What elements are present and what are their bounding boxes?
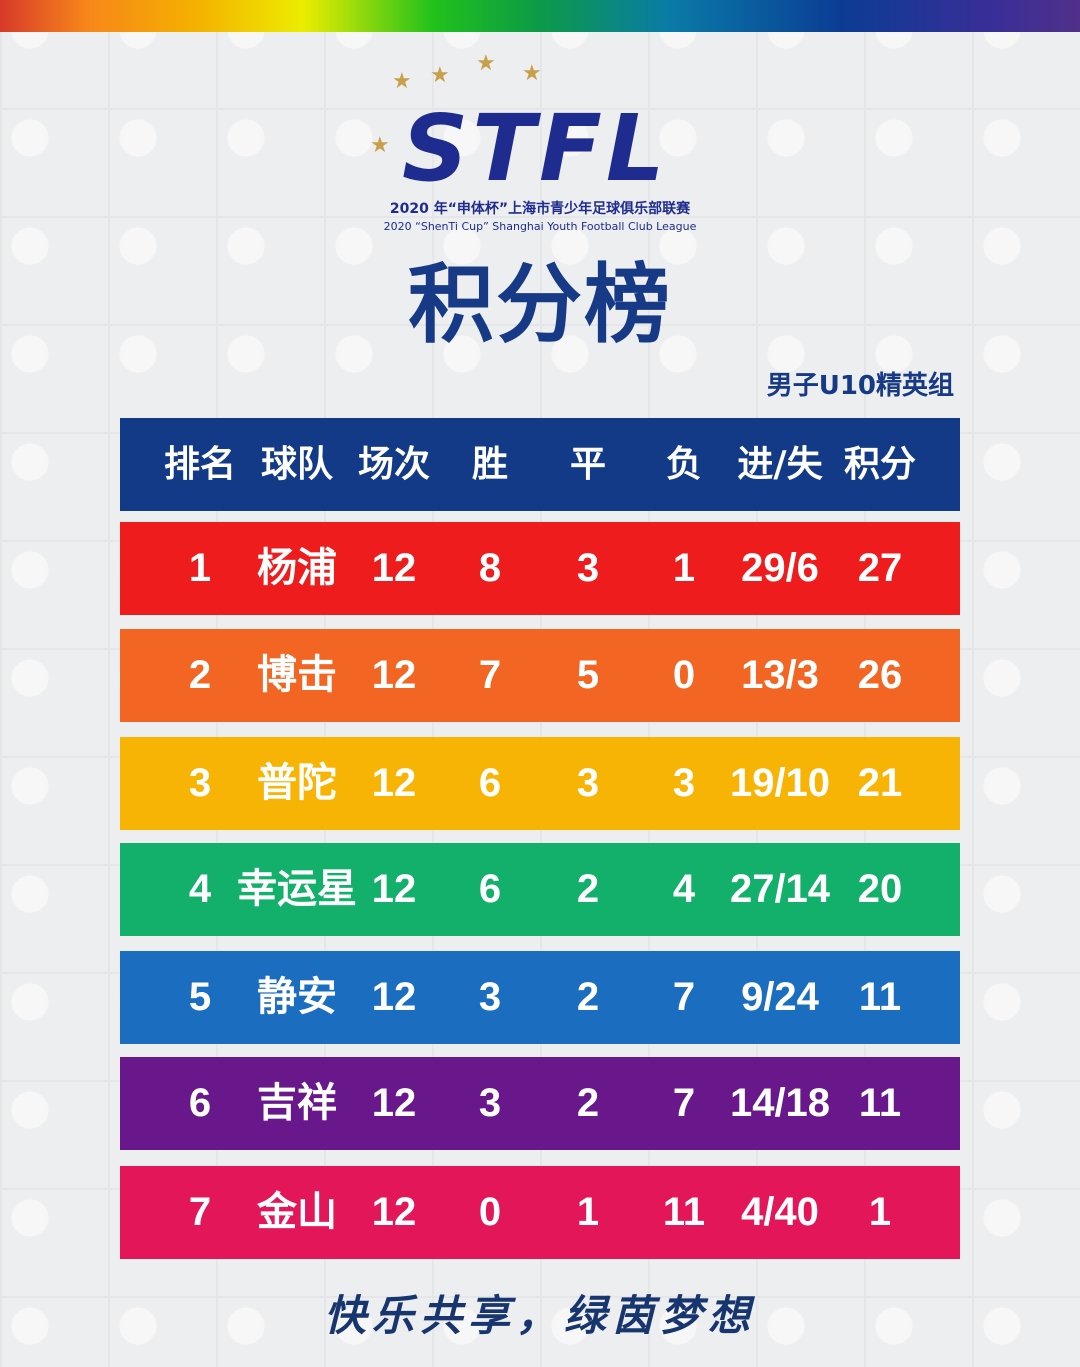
cell-w: 6	[478, 761, 502, 805]
cell-goals: 13/3	[741, 653, 819, 697]
cell-pts: 27	[857, 546, 903, 590]
header-cell: 进/失	[737, 444, 823, 485]
cell-l: 1	[672, 546, 696, 590]
table-header: 排名 球队 场次胜 平 负进/失 积分	[120, 418, 960, 511]
cell-d: 2	[576, 1081, 600, 1125]
cell-team: 金山	[257, 1190, 337, 1234]
cell-l: 3	[672, 761, 696, 805]
table-row: 1 杨浦 12 8 3 1 29/6 27	[120, 522, 960, 615]
cell-l: 4	[672, 867, 696, 911]
cell-l: 7	[672, 975, 696, 1019]
header-cell: 排名	[163, 444, 237, 485]
cell-pts: 11	[858, 975, 902, 1019]
cell-d: 1	[576, 1190, 600, 1234]
header-cell: 平	[569, 444, 607, 485]
cell-d: 3	[576, 761, 600, 805]
cell-team: 博击	[257, 653, 337, 697]
cell-rank: 6	[188, 1081, 212, 1125]
table-row: 5 静安 12 3 2 7 9/24 11	[120, 951, 960, 1044]
star-icon: ★	[430, 63, 450, 88]
cell-team: 吉祥	[257, 1081, 337, 1125]
page-title: 积分榜	[408, 255, 672, 355]
cell-d: 5	[576, 653, 600, 697]
cell-pts: 11	[858, 1081, 902, 1125]
cell-pts: 20	[857, 867, 903, 911]
cell-played: 12	[371, 546, 417, 590]
cell-d: 2	[576, 867, 600, 911]
cell-rank: 3	[188, 761, 212, 805]
table-row: 4 幸运星 12 6 2 4 27/14 20	[120, 843, 960, 936]
cell-l: 7	[672, 1081, 696, 1125]
rainbow-bar	[0, 0, 1080, 32]
cell-played: 12	[371, 653, 417, 697]
cell-goals: 14/18	[729, 1081, 831, 1125]
table-row: 3 普陀 12 6 3 3 19/10 21	[120, 737, 960, 830]
header-cell: 胜	[471, 444, 509, 485]
table-row: 7 金山 12 0 1 11 4/40 1	[120, 1166, 960, 1259]
cell-rank: 4	[188, 867, 212, 911]
header-cell: 负	[665, 444, 703, 485]
cell-pts: 1	[868, 1190, 892, 1234]
slogan: 快乐共享，绿茵梦想	[323, 1291, 756, 1340]
table-row: 6 吉祥 12 3 2 7 14/18 11	[120, 1057, 960, 1150]
star-icon: ★	[476, 51, 496, 76]
logo: STFL	[402, 95, 669, 202]
header-cell: 球队	[260, 444, 334, 485]
cell-w: 3	[478, 1081, 502, 1125]
cell-l: 11	[662, 1190, 706, 1234]
cell-w: 7	[478, 653, 502, 697]
cell-w: 6	[478, 867, 502, 911]
cell-team: 普陀	[257, 761, 337, 805]
table-row: 2 博击 12 7 5 0 13/3 26	[120, 629, 960, 722]
cell-rank: 1	[188, 546, 212, 590]
cell-rank: 7	[188, 1190, 212, 1234]
cell-pts: 26	[857, 653, 903, 697]
cell-goals: 4/40	[741, 1190, 819, 1234]
cell-rank: 5	[188, 975, 212, 1019]
cell-goals: 19/10	[729, 761, 831, 805]
cell-team: 杨浦	[257, 546, 337, 590]
cell-d: 2	[576, 975, 600, 1019]
cell-w: 8	[478, 546, 502, 590]
cell-played: 12	[371, 761, 417, 805]
subtitle-en: 2020 “ShenTi Cup” Shanghai Youth Footbal…	[383, 220, 697, 233]
cell-played: 12	[371, 1081, 417, 1125]
cell-goals: 9/24	[741, 975, 819, 1019]
star-icon: ★	[522, 61, 542, 86]
header-cell: 场次	[357, 444, 431, 485]
cell-w: 0	[478, 1190, 502, 1234]
cell-goals: 29/6	[741, 546, 819, 590]
cell-team: 幸运星	[237, 867, 357, 911]
cell-l: 0	[672, 653, 696, 697]
cell-goals: 27/14	[729, 867, 831, 911]
star-icon: ★	[392, 69, 412, 94]
cell-played: 12	[371, 1190, 417, 1234]
cell-pts: 21	[857, 761, 903, 805]
cell-d: 3	[576, 546, 600, 590]
cell-team: 静安	[257, 975, 337, 1019]
subtitle-cn: 2020 年“申体杯”上海市青少年足球俱乐部联赛	[389, 201, 691, 217]
group-label: 男子U10精英组	[766, 371, 954, 401]
cell-rank: 2	[188, 653, 212, 697]
cell-played: 12	[371, 975, 417, 1019]
header-cell: 积分	[843, 444, 917, 485]
cell-played: 12	[371, 867, 417, 911]
star-icon: ★	[370, 133, 390, 158]
cell-w: 3	[478, 975, 502, 1019]
